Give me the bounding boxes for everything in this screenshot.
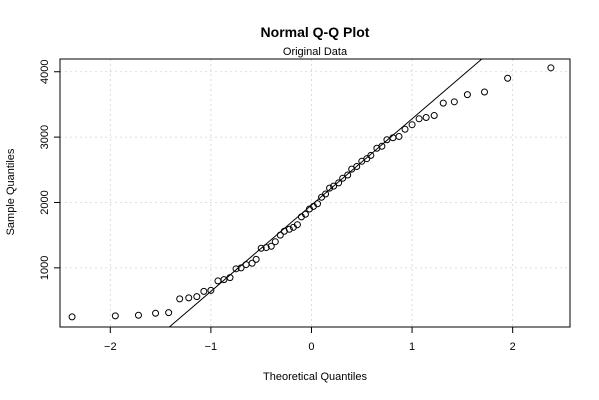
data-point — [185, 294, 193, 302]
data-point — [504, 74, 512, 82]
y-tick-label: 1000 — [39, 256, 51, 280]
data-point — [367, 151, 375, 159]
data-point — [293, 221, 301, 229]
data-point — [152, 309, 160, 317]
data-point — [301, 210, 309, 218]
data-point — [193, 293, 201, 301]
data-point — [450, 98, 458, 106]
data-point — [276, 231, 284, 239]
data-point — [322, 190, 330, 198]
plot-frame — [59, 58, 571, 328]
reference-line — [169, 58, 483, 328]
data-point — [262, 244, 270, 252]
x-tick-label: 0 — [308, 341, 314, 353]
data-point — [378, 142, 386, 150]
data-point — [271, 238, 279, 246]
data-point — [547, 64, 555, 72]
data-point — [207, 286, 215, 294]
data-point — [401, 125, 409, 133]
data-point — [383, 136, 391, 144]
data-point — [363, 155, 371, 163]
data-point — [232, 265, 240, 273]
data-point — [415, 115, 423, 123]
data-point — [430, 112, 438, 120]
chart-title: Normal Q-Q Plot — [261, 24, 370, 40]
reference-line-group — [169, 58, 483, 328]
data-point — [353, 163, 361, 171]
y-tick-label: 2000 — [39, 190, 51, 214]
x-axis: −2 −1 0 1 2 — [104, 326, 516, 353]
data-point — [422, 114, 430, 122]
data-point — [237, 264, 245, 272]
data-point — [395, 132, 403, 140]
data-point — [339, 174, 347, 182]
data-point — [248, 259, 256, 267]
data-point — [176, 295, 184, 303]
y-axis-label: Sample Quantiles — [5, 148, 17, 235]
data-point — [318, 193, 326, 201]
data-point — [242, 261, 250, 269]
x-tick-label: −2 — [104, 341, 117, 353]
x-tick-label: −1 — [205, 341, 218, 353]
grid — [60, 59, 570, 327]
x-tick-label: 2 — [510, 341, 516, 353]
y-tick-label: 4000 — [39, 60, 51, 84]
data-point — [111, 312, 119, 320]
data-point — [267, 242, 275, 250]
y-tick-label: 3000 — [39, 125, 51, 149]
data-point — [220, 276, 228, 284]
data-point — [285, 225, 293, 233]
data-points — [68, 64, 555, 321]
data-point — [68, 313, 76, 321]
data-point — [439, 99, 447, 107]
data-point — [214, 277, 222, 285]
data-point — [134, 311, 142, 319]
data-point — [226, 274, 234, 282]
data-point — [252, 255, 260, 263]
data-point — [326, 184, 334, 192]
data-point — [165, 309, 173, 317]
data-point — [257, 244, 265, 252]
data-point — [463, 91, 471, 99]
data-point — [344, 171, 352, 179]
data-point — [480, 88, 488, 96]
y-axis: 1000 2000 3000 4000 — [39, 60, 61, 280]
x-tick-label: 1 — [409, 341, 415, 353]
data-point — [200, 287, 208, 295]
x-axis-label: Theoretical Quantiles — [263, 371, 367, 383]
data-point — [335, 179, 343, 187]
chart-subtitle: Original Data — [283, 46, 348, 58]
data-point — [408, 121, 416, 129]
data-point — [314, 200, 322, 208]
data-point — [330, 182, 338, 190]
